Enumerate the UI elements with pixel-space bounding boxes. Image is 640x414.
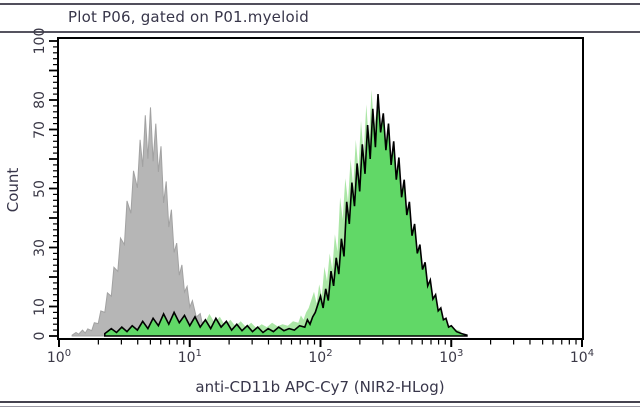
y-tick-label-100: 100 — [32, 27, 48, 55]
panel-bottom-border — [0, 401, 640, 403]
x-tick-exponent: 2 — [326, 348, 333, 359]
x-tick-base: 10 — [308, 350, 327, 366]
x-tick-label-10e3: 103 — [439, 348, 464, 366]
x-tick-label-10e2: 102 — [308, 348, 333, 366]
panel-top-border — [0, 3, 640, 5]
y-tick-label-0: 0 — [32, 331, 48, 341]
x-tick-base: 10 — [46, 350, 65, 366]
x-tick-exponent: 3 — [457, 348, 464, 359]
y-tick-label-70: 70 — [32, 120, 48, 139]
x-tick-exponent: 1 — [195, 348, 202, 359]
x-tick-base: 10 — [177, 350, 196, 366]
histogram-series-group — [71, 89, 468, 337]
x-tick-exponent: 4 — [587, 348, 595, 359]
x-tick-exponent: 0 — [64, 348, 72, 359]
x-tick-label-10e1: 101 — [177, 348, 202, 366]
x-tick-base: 10 — [439, 350, 458, 366]
plot-title: Plot P06, gated on P01.myeloid — [68, 8, 309, 26]
y-tick-label-50: 50 — [32, 179, 48, 198]
y-tick-label-80: 80 — [32, 91, 48, 109]
plot-frame — [57, 37, 584, 340]
x-tick-label-10e4: 104 — [569, 348, 595, 366]
y-tick-label-10: 10 — [32, 297, 48, 316]
x-axis-title: anti-CD11b APC-Cy7 (NIR2-HLog) — [195, 378, 445, 396]
title-separator-line — [0, 31, 640, 33]
x-tick-label-10e0: 100 — [46, 348, 72, 366]
y-tick-label-30: 30 — [32, 238, 48, 257]
panel-bottom-border-shadow — [0, 406, 640, 407]
y-axis-title: Count — [4, 167, 22, 213]
x-tick-base: 10 — [569, 350, 588, 366]
gray-control-histogram — [71, 107, 243, 337]
cd11b-green-histogram — [104, 94, 468, 337]
axis-ticks — [49, 40, 583, 347]
